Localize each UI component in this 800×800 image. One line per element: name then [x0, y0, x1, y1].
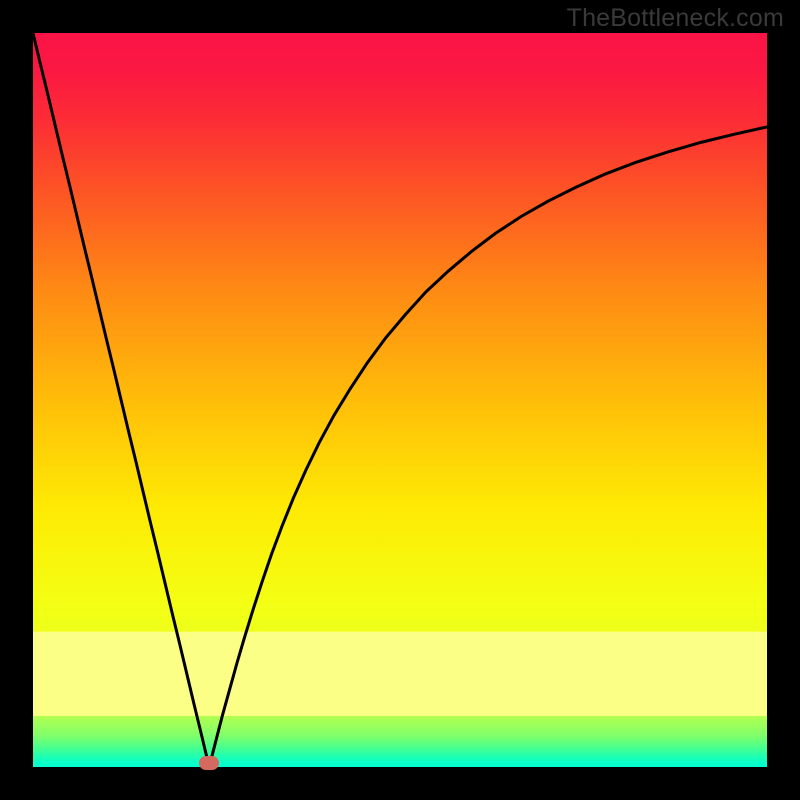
bottleneck-curve — [33, 33, 767, 767]
chart-frame: TheBottleneck.com — [0, 0, 800, 800]
plot-area — [33, 33, 767, 767]
optimum-marker-icon — [199, 756, 219, 770]
curve-path — [33, 33, 767, 767]
watermark-text: TheBottleneck.com — [567, 4, 784, 33]
